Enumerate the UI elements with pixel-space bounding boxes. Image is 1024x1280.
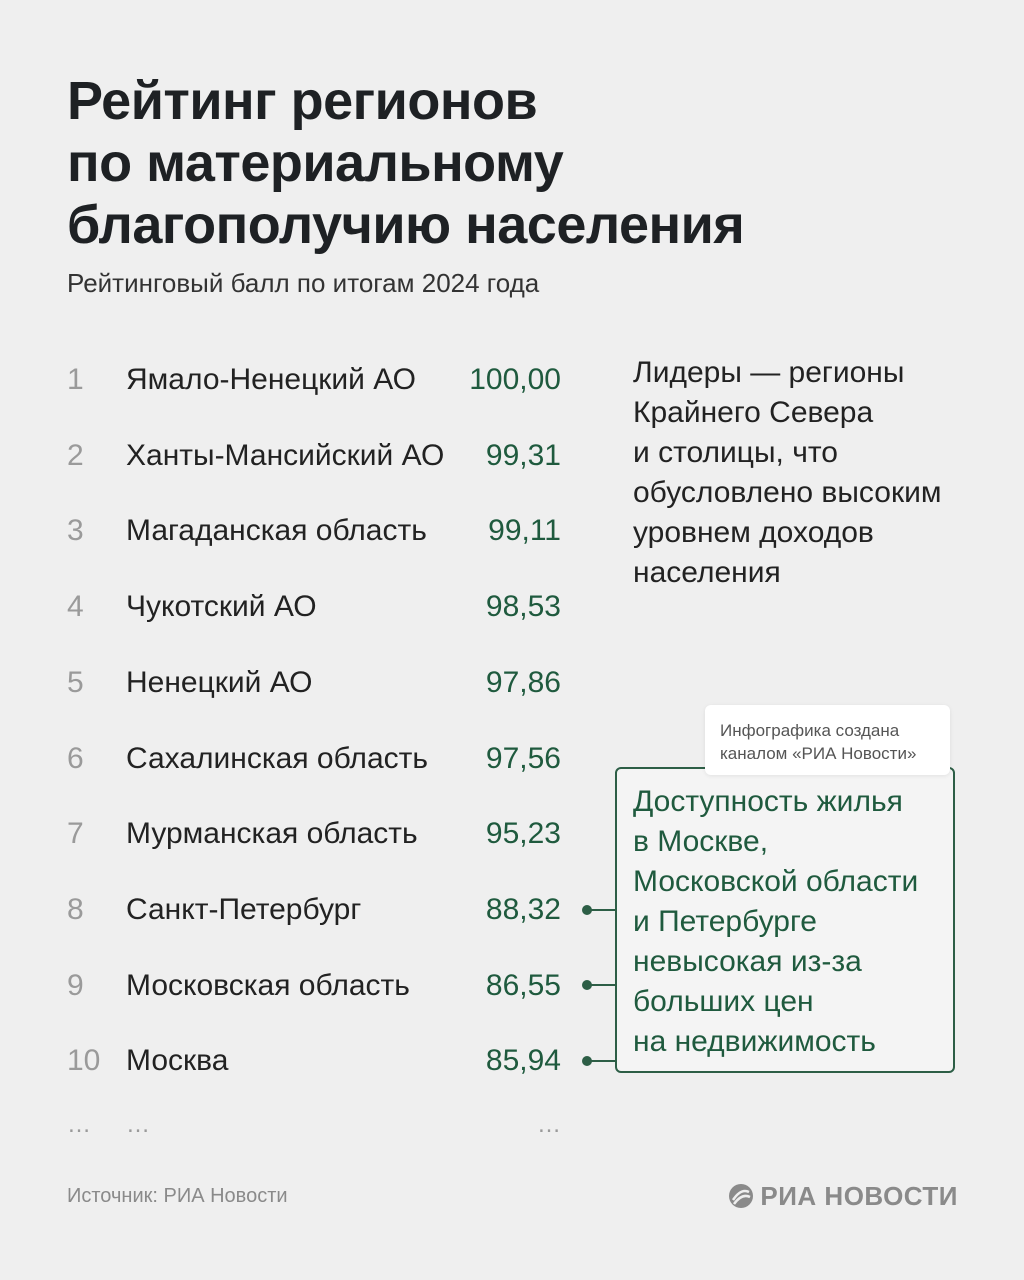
note-line: Лидеры — регионы (633, 356, 905, 389)
score: 99,31 (485, 438, 561, 472)
note-line: Московской области (633, 865, 919, 898)
rank: … (67, 1111, 91, 1138)
subtitle: Рейтинговый балл по итогам 2024 года (67, 268, 540, 298)
region: … (126, 1111, 150, 1138)
region: Санкт-Петербург (126, 892, 362, 926)
score: 100,00 (469, 363, 561, 396)
note-line: Крайнего Севера (633, 396, 874, 429)
region: Московская область (126, 968, 410, 1002)
title: Рейтинг регионов по материальному благопол… (67, 70, 745, 256)
rank: 6 (67, 741, 84, 775)
title-line: по материальному (67, 133, 564, 193)
housing-note: Доступность жилья в Москве, Московской обл… (633, 782, 918, 1062)
note-line: на недвижимость (633, 1025, 876, 1058)
score: 95,23 (485, 817, 561, 851)
score: 86,55 (485, 968, 561, 1002)
note-line: и столицы, что (633, 436, 838, 469)
badge-text: Инфографика создана каналом «РИА Новости» (720, 719, 916, 765)
note-line: населения (633, 556, 781, 589)
score: 85,94 (485, 1044, 561, 1078)
table-row: 7 Мурманская область 95,23 (0, 814, 600, 854)
region: Сахалинская область (126, 741, 428, 775)
score: 99,11 (488, 514, 561, 548)
note-line: в Москве, (633, 825, 769, 858)
note-line: Доступность жилья (633, 785, 903, 818)
region: Магаданская область (126, 514, 427, 548)
region: Ненецкий АО (126, 665, 313, 699)
region: Чукотский АО (126, 590, 317, 624)
logo-icon (729, 1184, 754, 1208)
table-row: 2 Ханты-Мансийский АО 99,31 (0, 436, 600, 476)
table-row: 1 Ямало-Ненецкий АО 100,00 (0, 360, 600, 400)
table-row: 8 Санкт-Петербург 88,32 (0, 890, 600, 930)
note-line: больших цен (633, 985, 814, 1018)
rank: 4 (67, 590, 84, 624)
score: 88,32 (485, 892, 561, 926)
logo-text: РИА НОВОСТИ (760, 1181, 958, 1211)
table-row: 10 Москва 85,94 (0, 1041, 600, 1081)
score: 97,86 (485, 665, 561, 699)
badge-line: каналом «РИА Новости» (720, 744, 917, 763)
source: Источник: РИА Новости (67, 1185, 288, 1207)
note-line: обусловлено высоким (633, 476, 942, 509)
leaders-note: Лидеры — регионы Крайнего Севера и столицы… (633, 353, 941, 593)
title-line: благополучию населения (67, 195, 745, 255)
rank: 10 (67, 1044, 101, 1078)
table-row: 4 Чукотский АО 98,53 (0, 587, 600, 627)
region: Мурманская область (126, 817, 418, 851)
table-row: 5 Ненецкий АО 97,86 (0, 663, 600, 703)
rank: 1 (67, 363, 84, 396)
region: Ямало-Ненецкий АО (126, 363, 416, 396)
rank: 7 (67, 817, 84, 851)
score: … (537, 1111, 561, 1138)
score: 97,56 (485, 741, 561, 775)
rank: 8 (67, 892, 84, 926)
region: Москва (126, 1044, 229, 1078)
table-row: 9 Московская область 86,55 (0, 966, 600, 1006)
table-row: … … … (0, 1105, 600, 1145)
table-row: 3 Магаданская область 99,11 (0, 511, 600, 551)
badge-line: Инфографика создана (720, 721, 900, 740)
note-line: и Петербурге (633, 905, 817, 938)
rank: 9 (67, 968, 84, 1002)
rank: 2 (67, 438, 84, 472)
title-line: Рейтинг регионов (67, 71, 538, 131)
note-line: уровнем доходов (633, 516, 874, 549)
table-row: 6 Сахалинская область 97,56 (0, 739, 600, 779)
rank: 5 (67, 665, 84, 699)
region: Ханты-Мансийский АО (126, 438, 445, 472)
logo: РИА НОВОСТИ (728, 1181, 958, 1212)
badge (705, 705, 950, 775)
rank: 3 (67, 514, 84, 548)
score: 98,53 (485, 590, 561, 624)
note-line: невысокая из-за (633, 945, 862, 978)
